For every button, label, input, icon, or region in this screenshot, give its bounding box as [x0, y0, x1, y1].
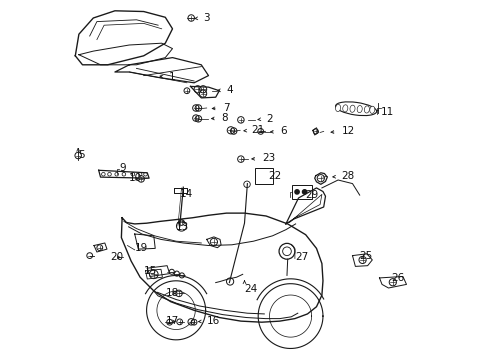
Ellipse shape: [364, 106, 369, 113]
Text: 23: 23: [261, 153, 274, 163]
Ellipse shape: [335, 104, 340, 112]
Text: 8: 8: [221, 113, 227, 123]
Circle shape: [294, 190, 299, 194]
Text: 5: 5: [78, 150, 84, 160]
Text: 17: 17: [166, 316, 179, 326]
Text: 1: 1: [168, 72, 175, 82]
Text: 10: 10: [128, 173, 142, 183]
Text: 29: 29: [305, 190, 318, 200]
Ellipse shape: [349, 105, 354, 112]
Text: 13: 13: [176, 222, 189, 232]
Text: 11: 11: [381, 107, 394, 117]
Ellipse shape: [342, 105, 347, 112]
Text: 22: 22: [267, 171, 281, 181]
Text: 18: 18: [166, 288, 179, 298]
Ellipse shape: [356, 105, 362, 113]
Text: 19: 19: [134, 243, 148, 253]
Text: 24: 24: [244, 284, 257, 294]
Text: 6: 6: [280, 126, 286, 136]
Text: 4: 4: [226, 85, 233, 95]
Text: 2: 2: [265, 114, 272, 124]
Ellipse shape: [335, 102, 376, 116]
Circle shape: [302, 190, 306, 194]
Text: 7: 7: [223, 103, 229, 113]
Text: 27: 27: [294, 252, 307, 262]
Text: 16: 16: [206, 316, 220, 326]
Text: 9: 9: [119, 163, 125, 173]
Text: 20: 20: [110, 252, 123, 262]
Text: 21: 21: [251, 125, 264, 135]
Text: 26: 26: [390, 273, 404, 283]
FancyBboxPatch shape: [254, 168, 273, 184]
Text: 25: 25: [359, 251, 372, 261]
Text: 3: 3: [203, 13, 209, 23]
Text: 14: 14: [179, 189, 193, 199]
Text: 15: 15: [143, 266, 157, 276]
FancyBboxPatch shape: [291, 185, 311, 199]
Text: 12: 12: [341, 126, 354, 136]
Text: 28: 28: [340, 171, 353, 181]
Ellipse shape: [369, 106, 374, 113]
